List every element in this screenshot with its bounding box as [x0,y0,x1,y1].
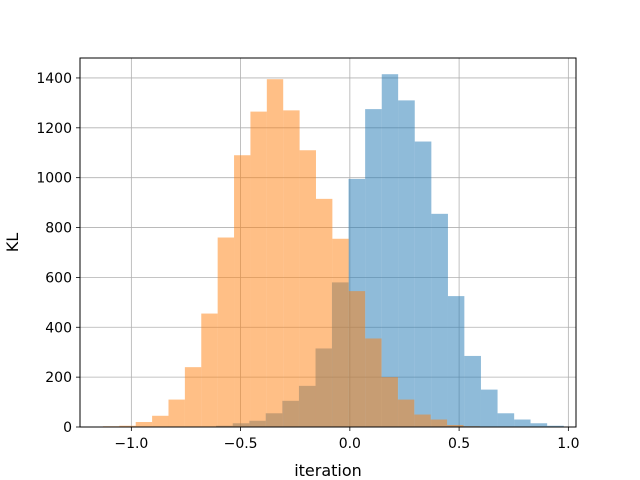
histogram-bar-series-2 [119,425,136,427]
y-tick-label: 200 [45,370,72,386]
histogram-bar-series-2 [201,313,218,427]
histogram-bar-series-2 [414,414,431,427]
histogram-bar-series-1 [447,296,465,427]
histogram-bar-series-2 [266,79,284,427]
histogram-bar-series-1 [530,423,548,427]
y-tick-label: 1200 [36,121,72,137]
x-axis-label: iteration [294,461,362,480]
histogram-bar-series-2 [283,110,300,428]
histogram-bar-series-2 [397,399,415,427]
histogram-bar-series-2 [332,238,349,427]
histogram-bar-series-2 [447,425,464,427]
y-tick-label: 600 [45,270,72,286]
histogram-bar-series-1 [547,425,564,427]
x-tick-label: −1.0 [114,436,148,452]
y-tick-label: 0 [63,420,72,436]
x-tick-label: 1.0 [557,436,579,452]
y-tick-label: 1400 [36,71,72,87]
x-tick-label: 0.5 [448,436,470,452]
histogram-bar-series-1 [381,74,399,427]
histogram-bar-series-1 [514,419,531,427]
histogram-bar-series-1 [464,355,481,427]
histogram-bar-series-2 [135,422,153,427]
y-axis-label: KL [3,233,22,252]
histogram-bar-series-2 [430,419,448,427]
histogram-bar-series-2 [315,198,333,427]
histogram-bar-series-2 [348,291,366,427]
histogram-bar-series-1 [480,389,498,427]
histogram-bar-series-2 [168,399,185,427]
histogram-bar-series-2 [299,150,316,427]
histogram-bar-series-2 [250,111,267,427]
y-tick-label: 400 [45,320,72,336]
histogram-bar-series-1 [414,141,432,427]
histogram-bar-series-2 [234,155,251,427]
histogram-bar-series-2 [184,367,202,427]
x-tick-label: −0.5 [224,436,258,452]
y-tick-label: 800 [45,221,72,237]
histogram-bar-series-1 [497,413,515,427]
histogram-bar-series-2 [381,377,398,427]
histogram-bar-series-1 [398,100,415,427]
histogram-bar-series-2 [365,338,382,427]
y-tick-label: 1000 [36,171,72,187]
histogram-bar-series-1 [431,213,448,427]
histogram-bars [102,74,564,428]
x-tick-label: 0.0 [339,436,361,452]
histogram-bar-series-2 [152,415,169,427]
plot-frame [79,57,577,428]
axis-ticks: −1.0 −0.5 0.0 0.5 1.0 0 200 400 600 800 1000 1200 14… [36,71,579,452]
histogram-bar-series-2 [217,237,235,427]
